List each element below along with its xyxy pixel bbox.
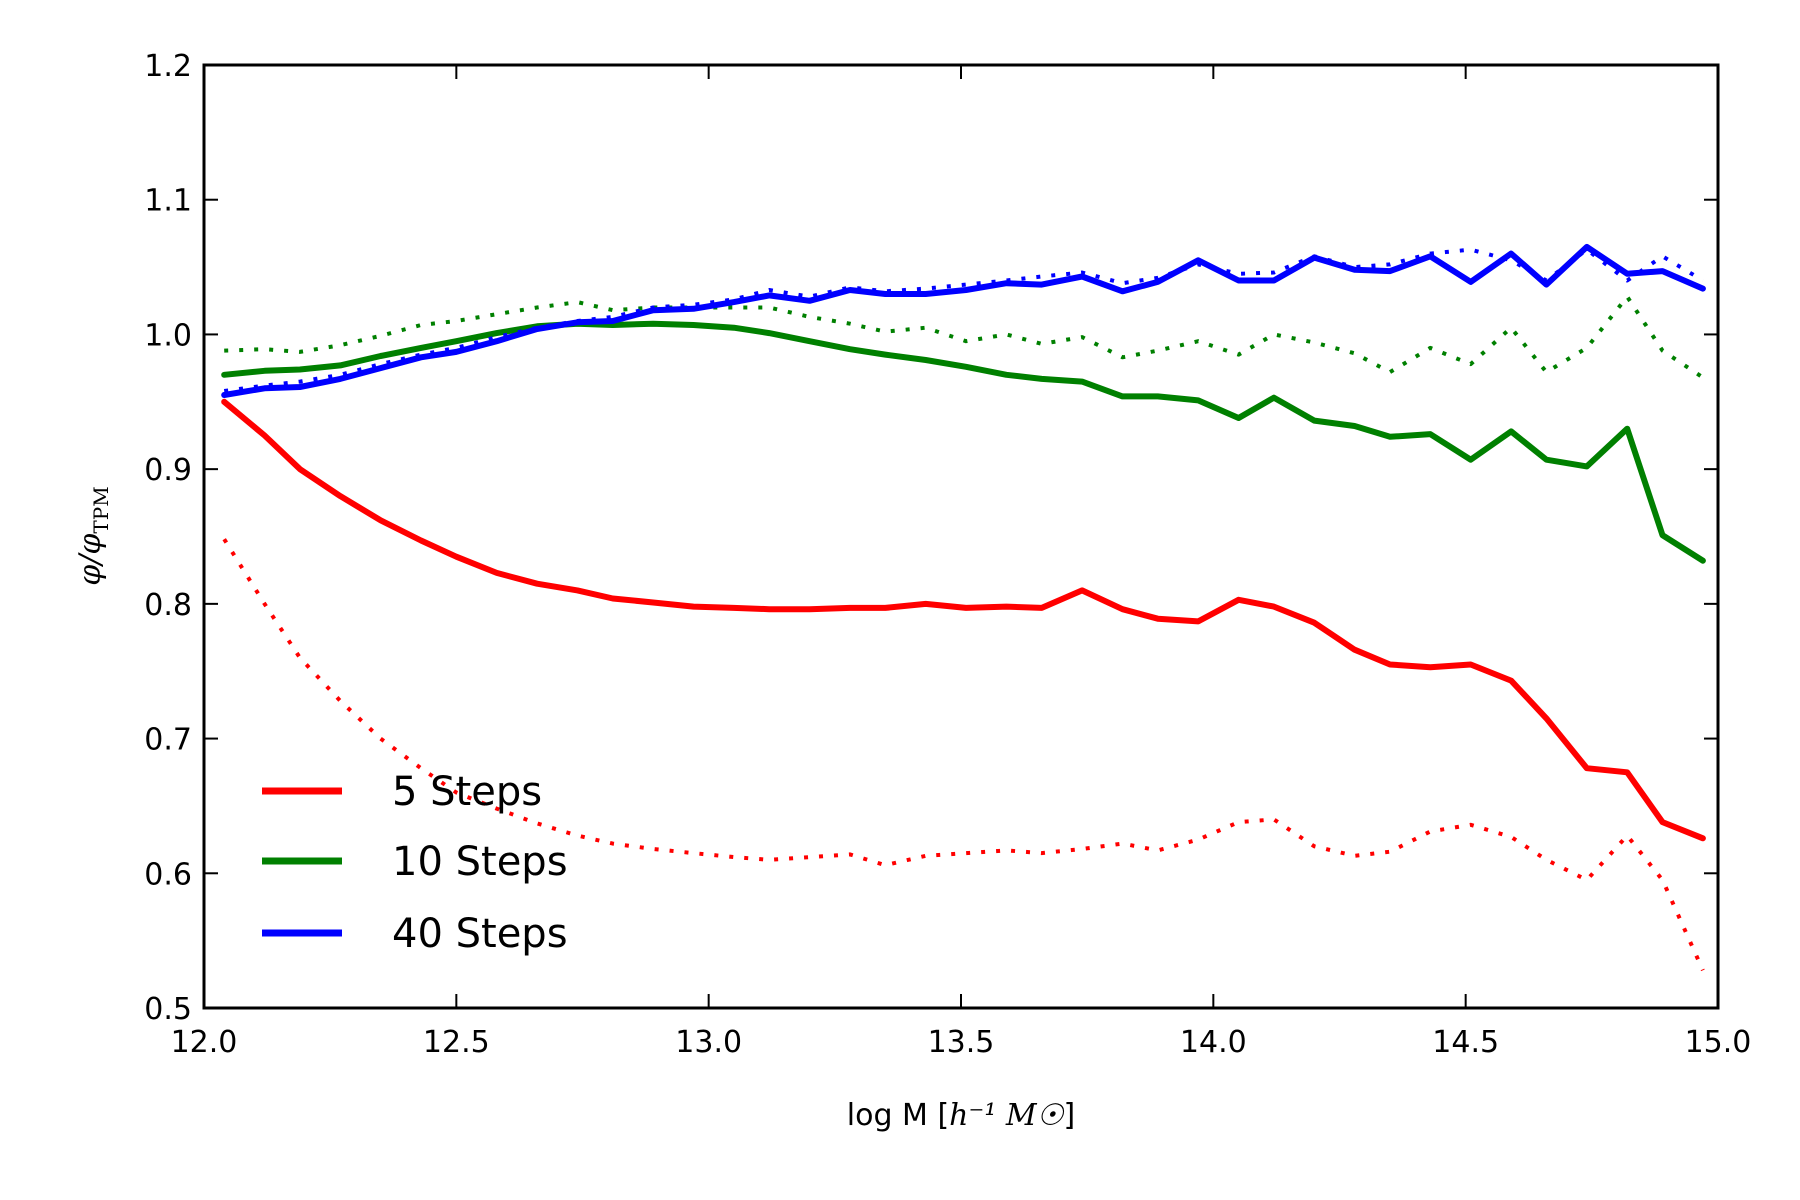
y-axis-label: φ/φTPM — [73, 486, 113, 585]
legend-label-10-steps: 10 Steps — [392, 839, 568, 885]
x-axis-label-math: h⁻¹ M☉ — [949, 1098, 1064, 1133]
legend: 5 Steps 10 Steps 40 Steps — [262, 769, 568, 957]
series-line-10-steps-dotted — [224, 294, 1705, 380]
x-axis-label-prefix: log M [ — [847, 1098, 949, 1133]
x-tick-label: 12.5 — [423, 1025, 490, 1060]
x-tick-label: 13.5 — [928, 1025, 995, 1060]
axes-background — [204, 65, 1718, 1008]
y-axis-label-main: φ/φ — [73, 534, 108, 586]
series-line-40-steps — [221, 243, 1706, 398]
legend-label-5-steps: 5 Steps — [392, 769, 542, 815]
y-tick-label: 0.9 — [144, 453, 192, 488]
x-axis-label-suffix: ] — [1064, 1098, 1076, 1133]
legend-label-40-steps: 40 Steps — [392, 911, 568, 957]
y-tick-label: 0.8 — [144, 588, 192, 623]
y-axis-label-sub: TPM — [89, 486, 113, 533]
y-tick-label: 1.2 — [144, 49, 192, 84]
y-tick-label: 0.7 — [144, 723, 192, 758]
x-tick-label: 12.0 — [171, 1025, 238, 1060]
series-layer — [221, 243, 1706, 972]
series-line-5-steps — [221, 398, 1706, 842]
x-axis-label: log M [h⁻¹ M☉] — [847, 1098, 1075, 1133]
y-tick-label: 0.6 — [144, 857, 192, 892]
x-tick-label: 14.0 — [1180, 1025, 1247, 1060]
x-tick-label: 14.5 — [1432, 1025, 1499, 1060]
y-tick-label: 1.1 — [144, 184, 192, 219]
y-tick-label: 1.0 — [144, 318, 192, 353]
x-tick-label: 13.0 — [675, 1025, 742, 1060]
y-tick-label: 0.5 — [144, 992, 192, 1027]
series-line-5-steps-dotted — [222, 538, 1705, 972]
series-line-10-steps — [221, 320, 1706, 564]
x-tick-label: 15.0 — [1685, 1025, 1752, 1060]
ticks-layer: 12.0 12.5 13.0 13.5 14.0 14.5 15.0 0.5 0.6 0.7 0.8… — [144, 49, 1751, 1060]
plot-area — [204, 65, 1718, 1008]
